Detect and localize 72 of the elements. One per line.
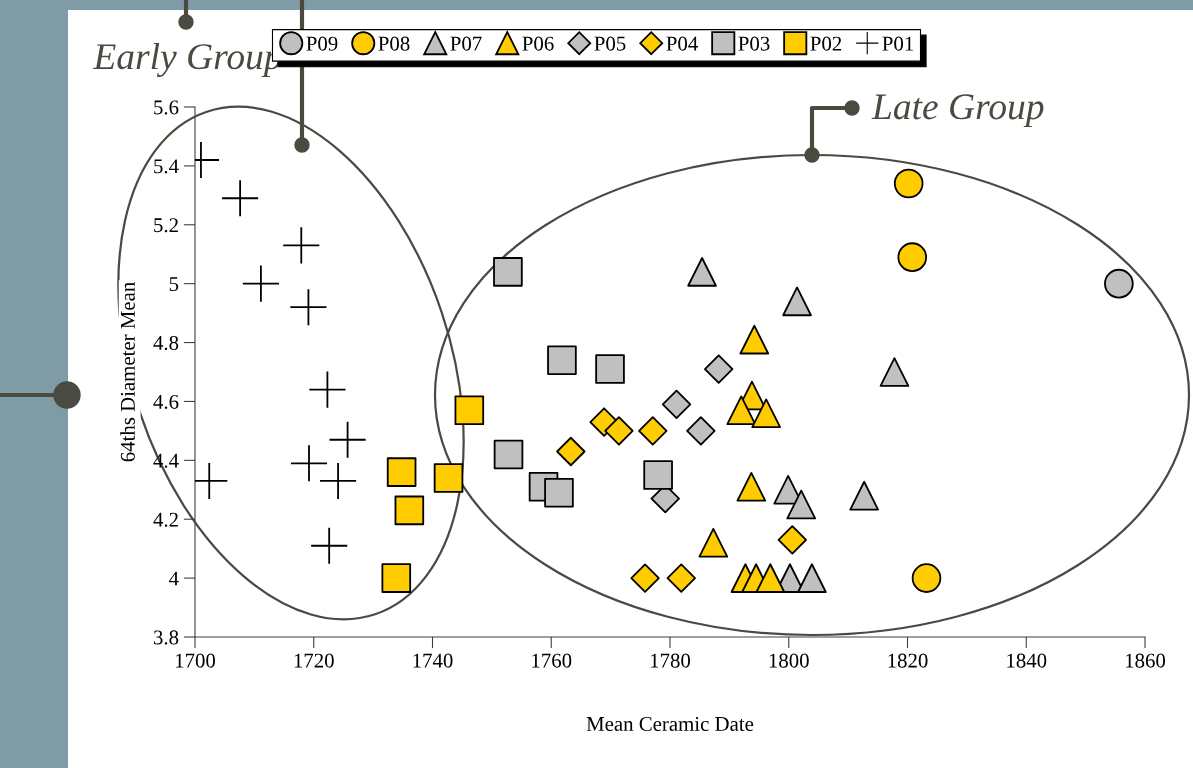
point xyxy=(320,462,357,499)
y-tick-label: 4.6 xyxy=(153,394,179,409)
point xyxy=(381,563,412,593)
y-tick-label: 3.8 xyxy=(153,630,179,645)
point xyxy=(638,416,668,446)
x-axis-title: Mean Ceramic Date xyxy=(586,716,754,731)
point xyxy=(604,416,634,446)
point xyxy=(493,439,524,470)
legend-label: P04 xyxy=(666,36,698,51)
x-tick-label: 1760 xyxy=(532,653,572,668)
point xyxy=(661,389,692,420)
legend-label: P09 xyxy=(306,36,338,51)
point xyxy=(704,354,734,384)
x-tick-label: 1820 xyxy=(888,653,928,668)
x-tick-label: 1800 xyxy=(769,653,809,668)
y-axis-title: 64ths Diameter Mean xyxy=(120,282,135,462)
point xyxy=(687,257,717,287)
point xyxy=(739,324,770,355)
point xyxy=(544,477,574,508)
point xyxy=(222,180,259,217)
point xyxy=(911,563,942,593)
x-tick-label: 1840 xyxy=(1007,653,1047,668)
legend-label: P05 xyxy=(594,36,626,51)
point xyxy=(777,525,807,555)
legend-label: P01 xyxy=(882,36,914,51)
point xyxy=(311,527,348,564)
x-tick-label: 1720 xyxy=(294,653,334,668)
legend-label: P07 xyxy=(450,36,482,51)
legend-label: P02 xyxy=(810,36,842,51)
legend-label: P08 xyxy=(378,36,410,51)
point xyxy=(849,480,879,511)
point xyxy=(782,286,812,317)
point xyxy=(786,489,817,520)
point xyxy=(394,495,425,526)
point xyxy=(547,345,577,376)
point xyxy=(643,460,673,490)
x-tick-label: 1860 xyxy=(1126,653,1166,668)
point xyxy=(726,395,757,426)
point xyxy=(897,242,928,272)
x-tick-label: 1780 xyxy=(651,653,691,668)
point xyxy=(493,257,523,287)
point xyxy=(433,463,464,493)
y-tick-label: 4.8 xyxy=(153,335,179,351)
point xyxy=(893,168,924,199)
point xyxy=(454,395,485,426)
point xyxy=(630,563,660,593)
point xyxy=(242,265,279,302)
point xyxy=(879,357,910,387)
point xyxy=(1104,268,1134,299)
y-tick-label: 5.4 xyxy=(154,159,179,174)
y-tick-label: 5.2 xyxy=(154,218,178,233)
point xyxy=(751,398,781,429)
y-tick-label: 5 xyxy=(169,277,179,292)
annotation: Late Group xyxy=(871,94,1044,127)
point xyxy=(686,416,716,446)
x-tick-label: 1740 xyxy=(413,653,453,668)
point xyxy=(666,563,696,593)
legend-label: P06 xyxy=(522,36,554,51)
point xyxy=(290,445,328,482)
point xyxy=(797,563,827,593)
point xyxy=(556,436,586,467)
point xyxy=(698,527,729,558)
point xyxy=(755,563,786,593)
legend-label: P03 xyxy=(738,36,770,51)
point xyxy=(283,227,320,264)
y-tick-label: 5.6 xyxy=(154,100,179,115)
point xyxy=(595,354,625,384)
y-tick-label: 4 xyxy=(169,571,179,586)
point xyxy=(386,457,417,487)
x-tick-label: 1700 xyxy=(176,653,216,668)
y-tick-label: 4.2 xyxy=(153,512,178,527)
point xyxy=(736,472,767,502)
